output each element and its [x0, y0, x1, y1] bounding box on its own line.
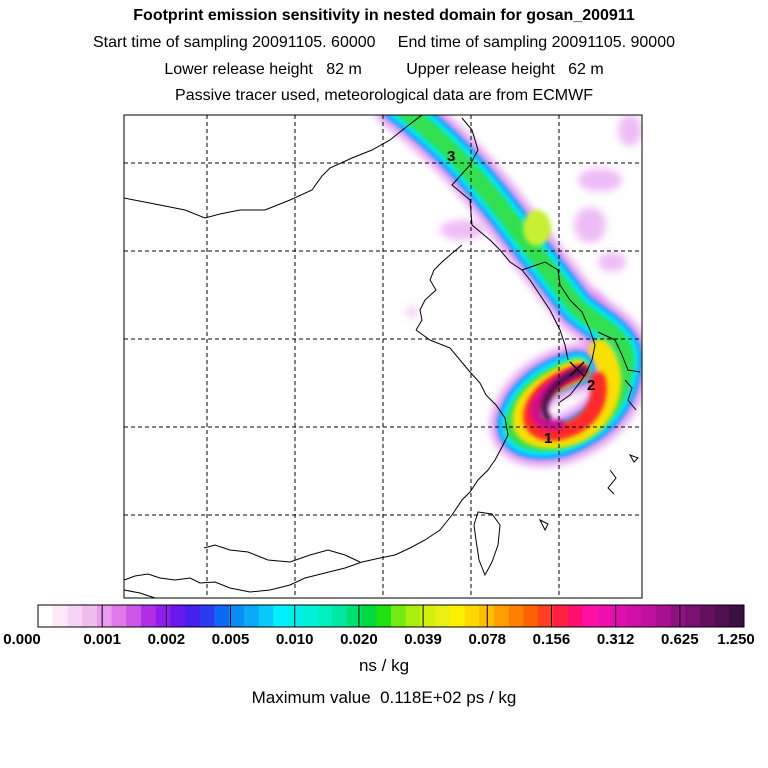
colorbar-swatch	[214, 605, 230, 627]
colorbar-tick-label: 0.020	[340, 631, 378, 648]
colorbar-swatch	[611, 605, 627, 627]
colorbar-swatch	[332, 605, 348, 627]
colorbar-swatch	[155, 605, 171, 627]
plume-dark-core	[540, 366, 588, 422]
colorbar-swatch	[464, 605, 480, 627]
colorbar-swatch	[655, 605, 671, 627]
colorbar-tick-label: 0.010	[275, 631, 314, 648]
coastlines	[124, 115, 641, 598]
colorbar-swatch	[38, 605, 54, 627]
colorbar-swatch	[288, 605, 304, 627]
colorbar-swatch	[229, 605, 245, 627]
graticule	[124, 115, 642, 598]
colorbar-swatch	[641, 605, 657, 627]
colorbar-swatch	[126, 605, 142, 627]
tracer-info-line: Passive tracer used, meteorological data…	[175, 87, 593, 104]
colorbar-swatch	[273, 605, 289, 627]
colorbar-unit: ns / kg	[358, 656, 410, 675]
time-marker-3: 3	[447, 148, 455, 165]
colorbar-swatch	[567, 605, 583, 627]
colorbar-swatch	[699, 605, 716, 627]
colorbar-swatch	[258, 605, 274, 627]
map-frame	[123, 114, 643, 599]
colorbar-swatch	[67, 605, 83, 627]
colorbar	[37, 604, 745, 628]
colorbar-swatch	[199, 605, 215, 627]
colorbar-swatch	[449, 605, 466, 627]
colorbar-swatch	[405, 605, 421, 627]
colorbar-tick-label: 0.156	[532, 631, 571, 648]
colorbar-swatch	[538, 605, 554, 627]
colorbar-tick-label: 0.002	[147, 631, 186, 648]
colorbar-swatch	[435, 605, 451, 627]
colorbar-swatch	[508, 605, 524, 627]
colorbar-swatch	[714, 605, 730, 627]
colorbar-tick-label: 0.000	[3, 631, 41, 648]
time-marker-1: 1	[544, 430, 552, 447]
colorbar-tick-label: 0.005	[211, 631, 250, 648]
colorbar-swatch	[317, 605, 333, 627]
colorbar-tick-label: 0.625	[661, 631, 699, 648]
colorbar-swatch	[140, 605, 157, 627]
receptor-marker	[569, 361, 585, 377]
colorbar-swatch	[552, 605, 568, 627]
colorbar-swatch	[626, 605, 642, 627]
time-marker-2: 2	[587, 377, 595, 394]
colorbar-swatch	[729, 605, 745, 627]
colorbar-tick-label: 1.250	[717, 631, 755, 648]
colorbar-tick-label: 0.312	[596, 631, 635, 648]
colorbar-swatch	[596, 605, 613, 627]
colorbar-swatch	[82, 605, 98, 627]
colorbar-tick-label: 0.001	[83, 631, 121, 648]
colorbar-swatch	[170, 605, 186, 627]
colorbar-swatch	[582, 605, 598, 627]
colorbar-swatch	[361, 605, 377, 627]
colorbar-swatch	[493, 605, 510, 627]
colorbar-swatch	[243, 605, 260, 627]
plume-yellow-patch	[523, 210, 551, 246]
colorbar-swatch	[346, 605, 363, 627]
colorbar-frame	[37, 604, 745, 628]
release-height-line: Lower release height 82 m Upper release …	[164, 61, 604, 78]
colorbar-swatch	[420, 605, 436, 627]
colorbar-swatch	[302, 605, 318, 627]
colorbar-swatch	[52, 605, 68, 627]
colorbar-tick-label: 0.039	[404, 631, 442, 648]
sampling-time-line: Start time of sampling 20091105. 60000 E…	[92, 34, 675, 51]
colorbar-swatch	[96, 605, 113, 627]
colorbar-swatch	[376, 605, 392, 627]
colorbar-swatch	[111, 605, 127, 627]
map-content: 3 2 1	[124, 115, 642, 598]
colorbar-swatch	[523, 605, 539, 627]
colorbar-swatch	[185, 605, 201, 627]
colorbar-swatch	[391, 605, 407, 627]
maximum-value: Maximum value 0.118E+02 ps / kg	[251, 688, 517, 707]
colorbar-tick-label: 0.078	[468, 631, 507, 648]
colorbar-swatch	[685, 605, 701, 627]
plot-title: Footprint emission sensitivity in nested…	[133, 7, 635, 24]
plume	[376, 115, 642, 467]
colorbar-swatch	[670, 605, 686, 627]
